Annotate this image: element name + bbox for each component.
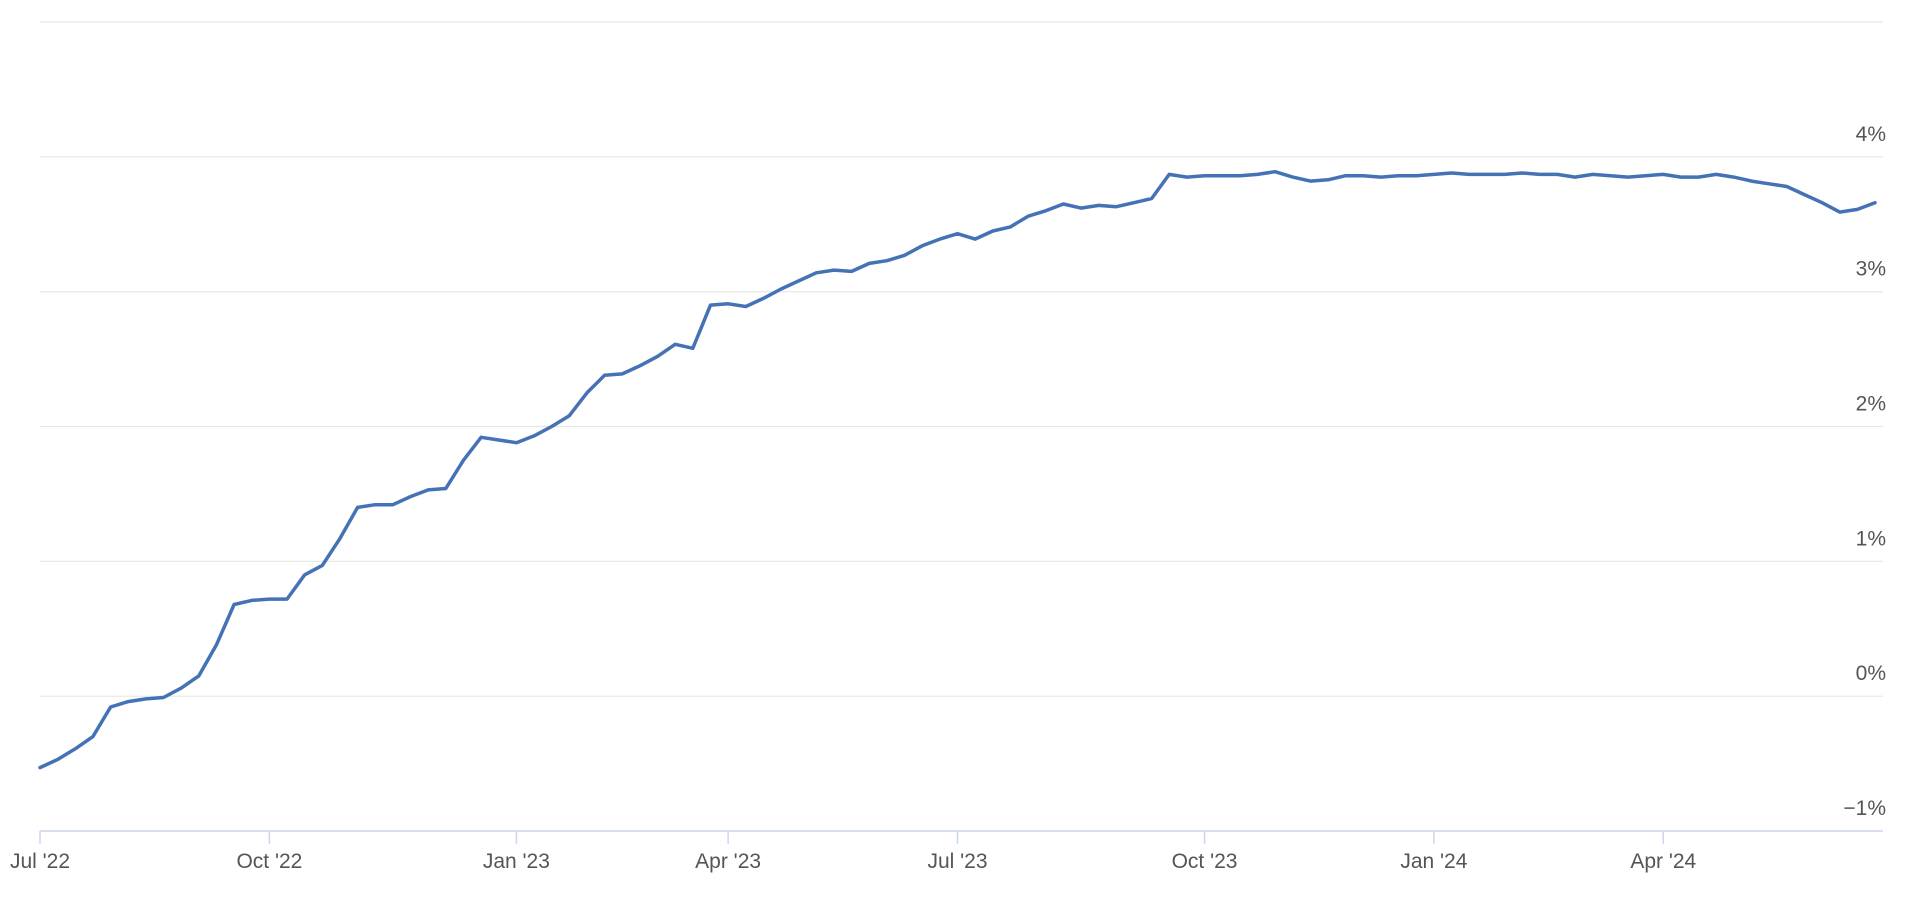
- x-tick-label: Apr '24: [1630, 850, 1696, 873]
- x-tick-label: Oct '23: [1172, 850, 1238, 873]
- y-tick-label: 2%: [1856, 393, 1886, 416]
- x-tick-label: Jan '23: [483, 850, 550, 873]
- y-tick-label: 4%: [1856, 123, 1886, 146]
- y-tick-label: 0%: [1856, 662, 1886, 685]
- data-line: [38, 169, 1877, 770]
- y-tick-label: −1%: [1843, 797, 1886, 820]
- x-tick-label: Oct '22: [236, 850, 302, 873]
- y-tick-label: 1%: [1856, 527, 1886, 550]
- x-tick-label: Jan '24: [1400, 850, 1467, 873]
- y-tick-label: 3%: [1856, 258, 1886, 281]
- x-tick-label: Apr '23: [695, 850, 761, 873]
- x-tick-label: Jul '22: [10, 850, 70, 873]
- x-tick-label: Jul '23: [927, 850, 987, 873]
